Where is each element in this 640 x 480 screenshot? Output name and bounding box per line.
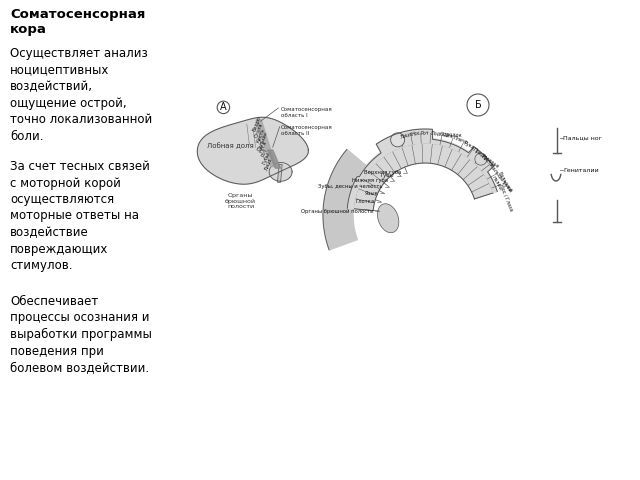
Polygon shape	[256, 120, 276, 167]
Text: Нога: Нога	[259, 140, 268, 154]
Text: Обеспечивает
процессы осознания и
выработки программы
поведения при
болевом возд: Обеспечивает процессы осознания и вырабо…	[10, 295, 152, 374]
Text: Стопа: Стопа	[254, 121, 264, 138]
Text: Подбородок: Подбородок	[431, 131, 463, 138]
Polygon shape	[366, 138, 474, 168]
Polygon shape	[323, 149, 370, 250]
Text: Шея: Шея	[442, 132, 454, 140]
Text: Бедро: Бедро	[252, 116, 262, 132]
Circle shape	[217, 101, 230, 114]
Ellipse shape	[378, 204, 399, 233]
Text: За счет тесных связей
с моторной корой
осуществляются
моторные ответы на
воздейс: За счет тесных связей с моторной корой о…	[10, 160, 150, 272]
Polygon shape	[268, 150, 280, 168]
Text: Лобная доля: Лобная доля	[207, 143, 253, 149]
Text: Пальцы ног: Пальцы ног	[563, 135, 602, 141]
Text: Верхняя губа: Верхняя губа	[364, 170, 401, 175]
Polygon shape	[197, 117, 308, 184]
Circle shape	[475, 153, 487, 165]
Text: Кисть: Кисть	[480, 154, 495, 168]
Text: Рука: Рука	[462, 140, 475, 150]
Polygon shape	[278, 165, 282, 182]
Text: Зубы, десны и челюсть: Зубы, десны и челюсть	[318, 184, 383, 189]
Text: Нижняя губа: Нижняя губа	[352, 178, 388, 183]
Text: Язык: Язык	[365, 191, 378, 196]
Text: Соматосенсорная
область I: Соматосенсорная область I	[280, 108, 332, 118]
Text: Предплечье: Предплечье	[472, 146, 500, 169]
Text: Нос: Нос	[410, 130, 420, 137]
Circle shape	[467, 94, 489, 116]
Text: Рот: Рот	[261, 148, 269, 157]
Text: Губы: Губы	[381, 173, 395, 179]
Text: Нос / Глаза: Нос / Глаза	[499, 183, 514, 212]
Text: Лицо: Лицо	[264, 157, 273, 171]
Text: Большой
палец: Большой палец	[492, 171, 512, 197]
Text: Глотка: Глотка	[356, 199, 375, 204]
Text: Пальцы: Пальцы	[256, 131, 268, 151]
Text: Органы
брюшной
полости: Органы брюшной полости	[225, 192, 256, 209]
Text: Соматосенсорная
кора: Соматосенсорная кора	[10, 8, 145, 36]
Text: Пальцы руки: Пальцы руки	[488, 163, 513, 192]
Text: Осуществляет анализ
ноцицептивных
воздействий,
ощущение острой,
точно локализова: Осуществляет анализ ноцицептивных воздей…	[10, 47, 152, 143]
Circle shape	[390, 133, 404, 147]
Text: Губы: Губы	[262, 152, 271, 165]
Text: Рот: Рот	[420, 130, 429, 136]
Polygon shape	[353, 143, 493, 210]
Text: Лицо: Лицо	[399, 131, 413, 139]
Polygon shape	[348, 129, 497, 209]
Text: Органы брюшной полости: Органы брюшной полости	[301, 208, 373, 214]
Text: А: А	[220, 102, 227, 112]
Text: Кисть: Кисть	[255, 128, 265, 144]
Polygon shape	[269, 163, 292, 181]
Text: Плечо: Плечо	[452, 135, 468, 146]
Text: Б: Б	[475, 100, 481, 110]
Text: Гениталии: Гениталии	[563, 168, 598, 172]
Text: Соматосенсорная
область II: Соматосенсорная область II	[280, 125, 332, 136]
